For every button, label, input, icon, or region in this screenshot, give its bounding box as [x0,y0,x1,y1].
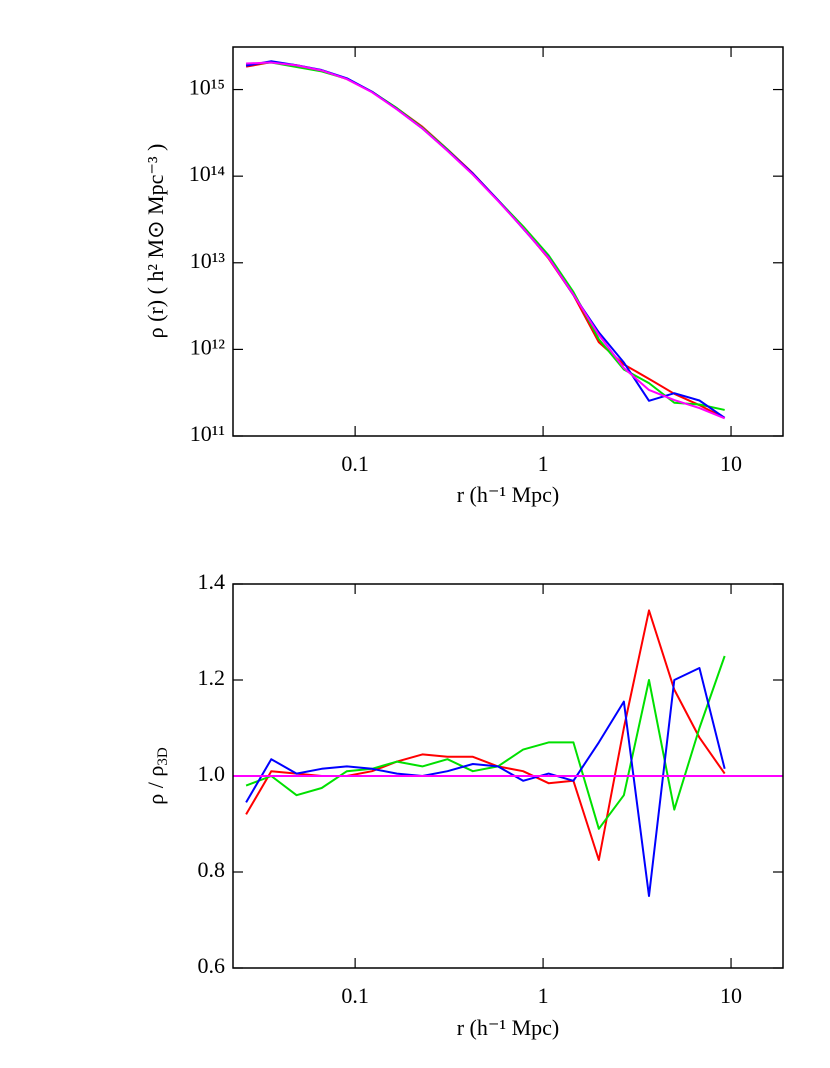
data-line [246,61,725,411]
y-tick-label: 0.6 [198,953,226,978]
y-axis-label-subscript: 3D [155,747,171,766]
data-line [245,609,726,861]
y-tick-label: 0.8 [198,857,226,882]
data-line [245,655,726,830]
data-line [245,667,726,897]
y-axis-label-main: ρ / ρ [143,766,168,805]
y-tick-label: 10¹³ [190,248,226,273]
x-tick-label: 10 [720,983,742,1008]
y-tick-label: 10¹⁴ [189,161,226,186]
y-tick-label: 1.2 [198,665,226,690]
y-tick-label: 1.0 [198,761,226,786]
y-axis-label: ρ (r) ( h² M⊙ Mpc⁻³ ) [143,144,168,339]
y-tick-label: 10¹¹ [190,421,225,446]
x-tick-label: 0.1 [341,451,369,476]
x-tick-label: 1 [538,451,549,476]
x-tick-label: 1 [538,983,549,1008]
plot-frame [232,583,784,969]
data-line [245,60,726,419]
y-tick-label: 10¹⁵ [189,75,225,100]
plot-frame [232,46,784,437]
x-tick-label: 0.1 [341,983,369,1008]
y-tick-label: 1.4 [198,569,226,594]
data-line [246,61,726,420]
x-axis-label: r (h⁻¹ Mpc) [457,482,560,507]
data-line [245,61,726,419]
y-tick-label: 10¹² [190,334,226,359]
x-tick-label: 10 [720,451,742,476]
x-axis-label: r (h⁻¹ Mpc) [457,1015,560,1040]
y-axis-label: ρ / ρ3D [143,747,171,805]
